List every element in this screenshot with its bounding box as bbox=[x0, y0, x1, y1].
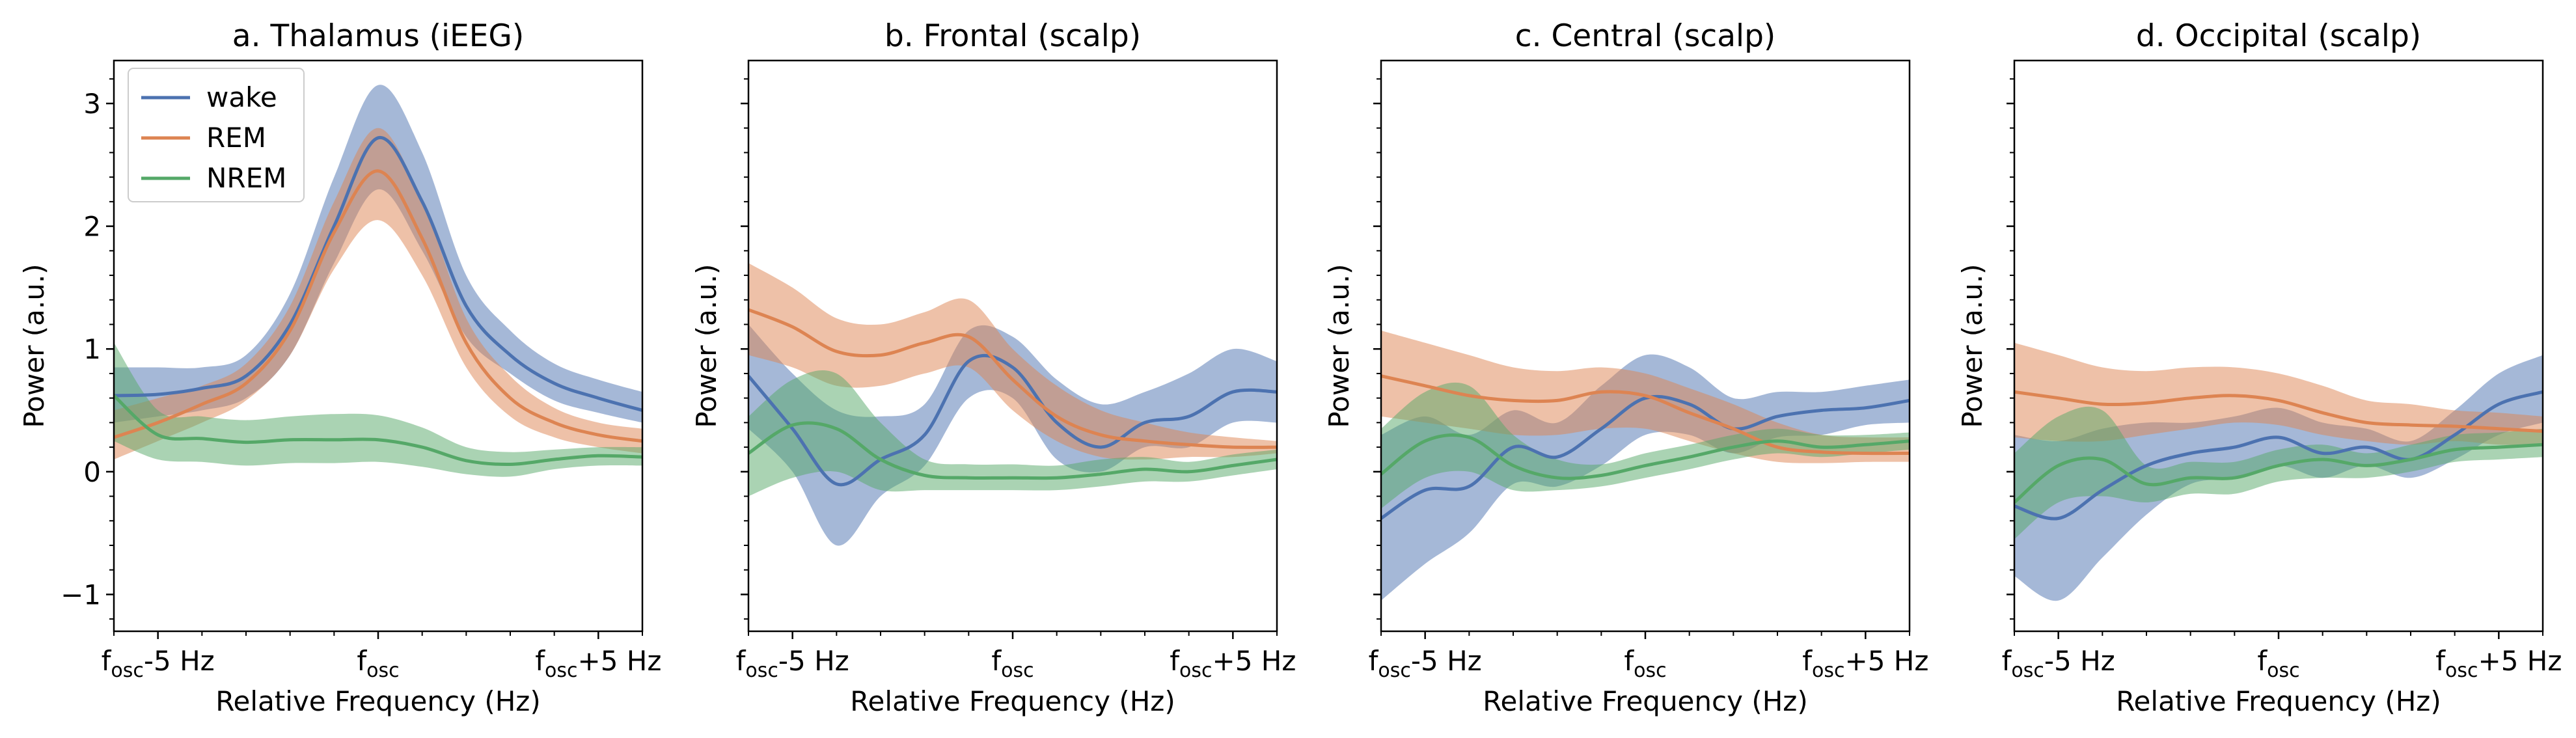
plot-area bbox=[1381, 330, 1910, 601]
y-tick-label: 1 bbox=[83, 333, 101, 365]
panel-title: c. Central (scalp) bbox=[1515, 18, 1776, 54]
y-axis-label: Power (a.u.) bbox=[1323, 264, 1355, 428]
line-rem bbox=[114, 169, 642, 443]
line-nrem bbox=[748, 421, 1277, 480]
line-wake bbox=[748, 353, 1277, 487]
line-rem bbox=[748, 308, 1277, 449]
x-tick-label: fosc+5 Hz bbox=[535, 645, 661, 682]
y-axis-label: Power (a.u.) bbox=[691, 264, 722, 428]
x-axis-label: Relative Frequency (Hz) bbox=[2116, 685, 2441, 717]
legend-label-nrem: NREM bbox=[206, 162, 286, 194]
panel-0: −1 0 1 2 3 fosc-5 Hz fosc fosc+5 Hz a. Thalamus … bbox=[18, 18, 661, 717]
panel-2: fosc-5 Hz fosc fosc+5 Hz c. Central (scalp)… bbox=[1323, 18, 1928, 717]
legend: wake REM NREM bbox=[128, 68, 305, 202]
x-tick-label: fosc bbox=[991, 645, 1034, 682]
x-tick-label: fosc+5 Hz bbox=[2435, 645, 2562, 682]
panel-title: a. Thalamus (iEEG) bbox=[232, 18, 524, 54]
x-axis-label: Relative Frequency (Hz) bbox=[850, 685, 1175, 717]
x-tick-label: fosc+5 Hz bbox=[1170, 645, 1296, 682]
y-axis-label: Power (a.u.) bbox=[18, 264, 50, 428]
line-nrem bbox=[1381, 433, 1910, 480]
x-tick-label: fosc+5 Hz bbox=[1802, 645, 1928, 682]
x-tick-label: fosc-5 Hz bbox=[2002, 645, 2115, 682]
band-nrem bbox=[2014, 406, 2543, 540]
y-tick-label: 2 bbox=[83, 211, 101, 243]
panel-1: fosc-5 Hz fosc fosc+5 Hz b. Frontal (scalp)… bbox=[691, 18, 1296, 717]
plot-area bbox=[748, 263, 1277, 546]
x-tick-label: fosc bbox=[1624, 645, 1666, 682]
legend-label-wake: wake bbox=[206, 81, 277, 113]
panel-title: d. Occipital (scalp) bbox=[2136, 18, 2421, 54]
x-axis-label: Relative Frequency (Hz) bbox=[1483, 685, 1807, 717]
x-tick-label: fosc bbox=[2257, 645, 2299, 682]
band-nrem bbox=[1381, 382, 1910, 509]
panel-title: b. Frontal (scalp) bbox=[884, 18, 1141, 54]
line-wake bbox=[2014, 390, 2543, 521]
line-nrem bbox=[114, 394, 642, 467]
line-rem bbox=[2014, 390, 2543, 433]
x-tick-label: fosc-5 Hz bbox=[102, 645, 215, 682]
axes-frame bbox=[1380, 59, 1911, 633]
line-nrem bbox=[2014, 443, 2543, 504]
x-axis-label: Relative Frequency (Hz) bbox=[215, 685, 540, 717]
panel-3: fosc-5 Hz fosc fosc+5 Hz d. Occipital (scal… bbox=[1956, 18, 2562, 717]
x-tick-label: fosc-5 Hz bbox=[1369, 645, 1482, 682]
y-tick-label: −1 bbox=[61, 579, 101, 610]
x-tick-label: fosc bbox=[357, 645, 399, 682]
x-tick-label: fosc-5 Hz bbox=[736, 645, 849, 682]
y-axis-label: Power (a.u.) bbox=[1956, 264, 1988, 428]
line-wake bbox=[1381, 394, 1910, 520]
legend-box bbox=[128, 68, 305, 202]
plot-area bbox=[114, 85, 642, 477]
y-tick-label: 0 bbox=[83, 456, 101, 488]
line-rem bbox=[1381, 374, 1910, 456]
band-rem bbox=[748, 263, 1277, 460]
plot-area bbox=[2014, 342, 2543, 601]
band-wake bbox=[114, 85, 642, 423]
y-tick-label: 3 bbox=[83, 88, 101, 120]
band-nrem bbox=[748, 370, 1277, 497]
line-wake bbox=[114, 136, 642, 412]
band-rem bbox=[2014, 342, 2543, 445]
band-wake bbox=[748, 324, 1277, 546]
legend-label-rem: REM bbox=[206, 122, 266, 154]
